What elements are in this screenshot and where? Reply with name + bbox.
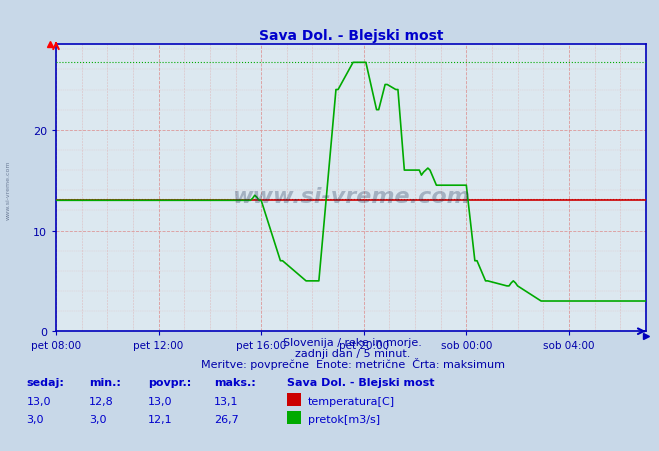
- Text: povpr.:: povpr.:: [148, 377, 192, 387]
- Text: 12,8: 12,8: [89, 396, 114, 405]
- Text: Meritve: povprečne  Enote: metrične  Črta: maksimum: Meritve: povprečne Enote: metrične Črta:…: [200, 358, 505, 369]
- Text: 13,0: 13,0: [26, 396, 51, 405]
- Text: maks.:: maks.:: [214, 377, 256, 387]
- Text: 13,1: 13,1: [214, 396, 239, 405]
- Text: sedaj:: sedaj:: [26, 377, 64, 387]
- Text: 13,0: 13,0: [148, 396, 173, 405]
- Text: pretok[m3/s]: pretok[m3/s]: [308, 414, 380, 423]
- Text: Sava Dol. - Blejski most: Sava Dol. - Blejski most: [287, 377, 434, 387]
- Text: www.si-vreme.com: www.si-vreme.com: [5, 160, 11, 219]
- Text: 3,0: 3,0: [89, 414, 107, 423]
- Text: 3,0: 3,0: [26, 414, 44, 423]
- Title: Sava Dol. - Blejski most: Sava Dol. - Blejski most: [259, 28, 443, 42]
- Text: min.:: min.:: [89, 377, 121, 387]
- Text: www.si-vreme.com: www.si-vreme.com: [232, 187, 470, 207]
- Text: Slovenija / reke in morje.: Slovenija / reke in morje.: [283, 337, 422, 347]
- Text: 12,1: 12,1: [148, 414, 173, 423]
- Text: 26,7: 26,7: [214, 414, 239, 423]
- Text: zadnji dan / 5 minut.: zadnji dan / 5 minut.: [295, 348, 411, 358]
- Text: temperatura[C]: temperatura[C]: [308, 396, 395, 405]
